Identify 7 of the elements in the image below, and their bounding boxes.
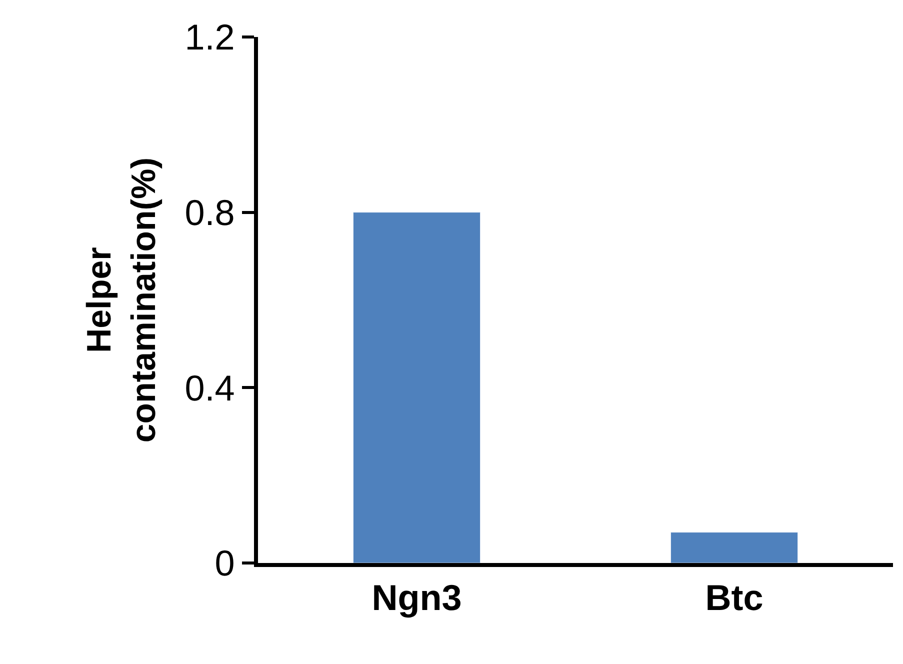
y-tick-label: 0 (214, 542, 235, 584)
y-tick-label: 0.8 (184, 192, 235, 233)
y-tick-label: 1.2 (184, 16, 235, 58)
x-tick-label: Btc (705, 577, 764, 618)
y-tick-label: 0.4 (184, 367, 235, 408)
y-axis-title: Helper contamination(%) (80, 157, 163, 443)
x-tick-label: Ngn3 (372, 577, 462, 618)
